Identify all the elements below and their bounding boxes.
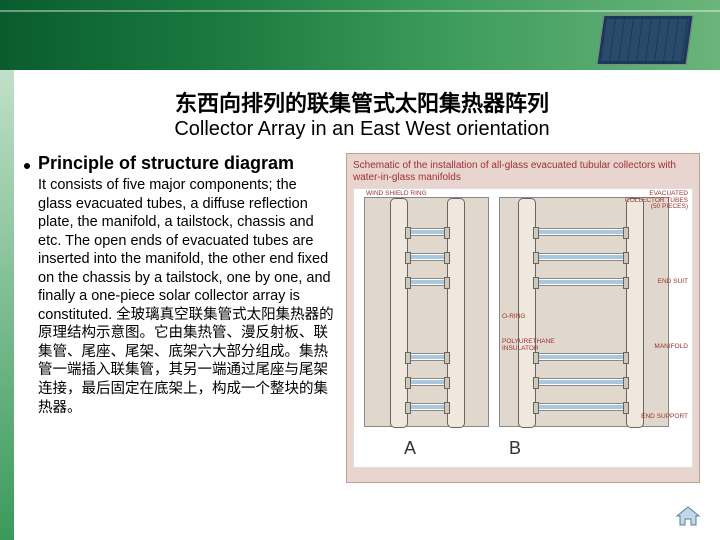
bullet-paragraph: It consists of five major components; th… [38, 176, 334, 417]
evacuated-tube [408, 403, 447, 411]
text-column: Principle of structure diagram It consis… [24, 153, 334, 483]
evacuated-tube [408, 228, 447, 236]
bullet-dot-icon [24, 163, 30, 169]
panel-b [499, 197, 669, 427]
title-chinese: 东西向排列的联集管式太阳集热器阵列 [24, 86, 700, 118]
label-b: B [509, 438, 521, 459]
body-row: Principle of structure diagram It consis… [24, 153, 700, 483]
slide-content: 东西向排列的联集管式太阳集热器阵列 Collector Array in an … [14, 70, 720, 540]
home-icon [674, 504, 702, 528]
evacuated-tube [536, 278, 626, 286]
solar-panel-graphic [596, 15, 693, 65]
label-wind-shield: WIND SHIELD RING [366, 191, 427, 198]
label-oring: O-RING [502, 314, 525, 321]
evacuated-tube [408, 278, 447, 286]
evacuated-tube [536, 253, 626, 261]
label-evac-tubes: EVACUATED COLLECTOR TUBES (50 PIECES) [618, 191, 688, 211]
figure-caption: Schematic of the installation of all-gla… [353, 160, 693, 184]
schematic-figure: Schematic of the installation of all-gla… [346, 153, 700, 483]
title-english: Collector Array in an East West orientat… [24, 118, 700, 141]
evacuated-tube [408, 253, 447, 261]
label-a: A [404, 438, 416, 459]
label-end-support: END SUPPORT [641, 414, 688, 421]
evacuated-tube [408, 353, 447, 361]
evacuated-tube [536, 378, 626, 386]
home-button[interactable] [674, 504, 702, 528]
slide-header [0, 0, 720, 70]
evacuated-tube [536, 353, 626, 361]
evacuated-tube [536, 228, 626, 236]
evacuated-tube [536, 403, 626, 411]
label-insulator: POLYURETHANE INSULATOR [502, 339, 562, 352]
label-end-suit: END SUIT [658, 279, 688, 286]
schematic-diagram: WIND SHIELD RING EVACUATED COLLECTOR TUB… [353, 188, 693, 468]
bullet-item: Principle of structure diagram [24, 153, 334, 174]
bullet-heading: Principle of structure diagram [38, 153, 294, 174]
evacuated-tube [408, 378, 447, 386]
left-sidebar-gradient [0, 70, 14, 540]
header-accent-line [0, 10, 720, 12]
label-manifold: MANIFOLD [654, 344, 688, 351]
panel-a [364, 197, 489, 427]
